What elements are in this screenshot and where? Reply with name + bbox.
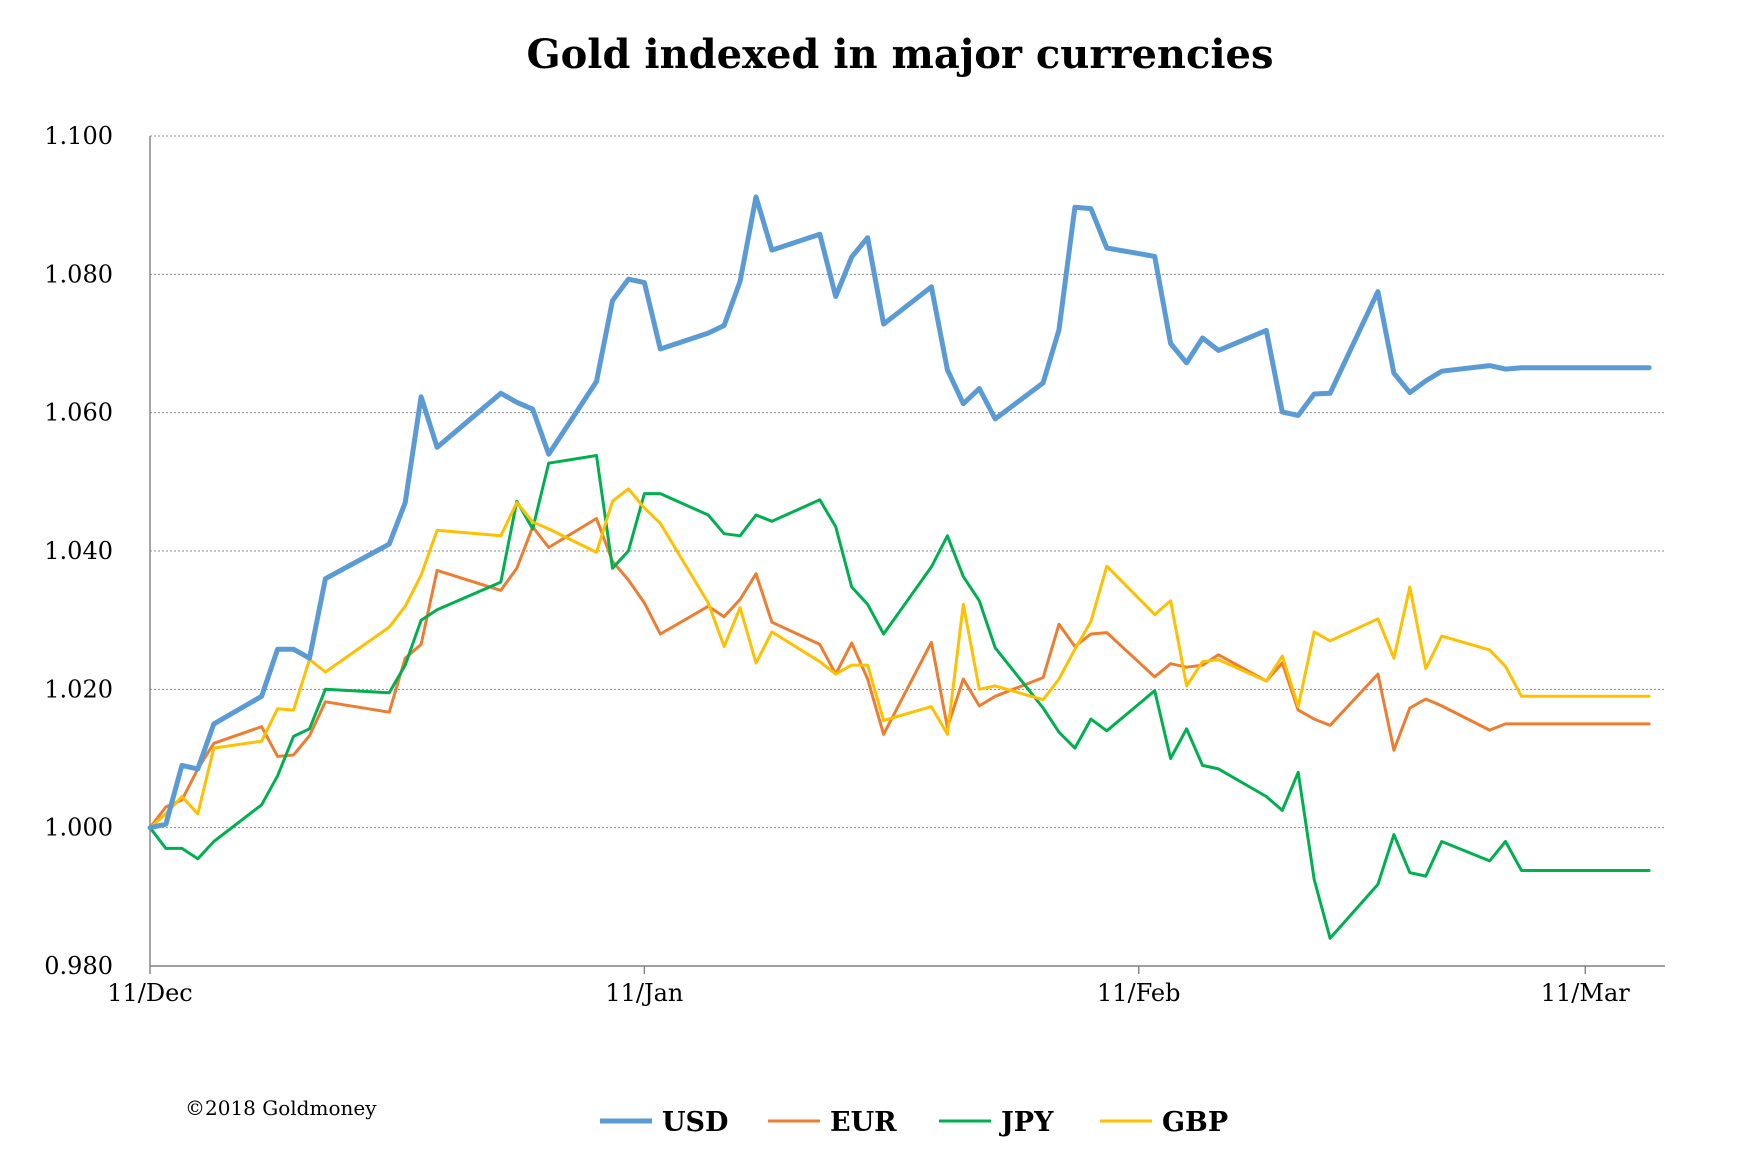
series-line-usd bbox=[147, 194, 1652, 831]
x-tick-label: 11/Mar bbox=[1541, 979, 1631, 1007]
y-tick-label: 1.100 bbox=[44, 122, 113, 150]
y-tick-label: 1.020 bbox=[44, 675, 113, 703]
gridlines bbox=[150, 135, 1665, 829]
y-tick-label: 1.080 bbox=[44, 260, 113, 288]
x-tick-label: 11/Feb bbox=[1097, 979, 1181, 1007]
y-tick-label: 1.000 bbox=[44, 814, 113, 842]
x-axis-ticks: 11/Dec 11/Jan 11/Feb 11/Mar bbox=[107, 966, 1630, 1007]
chart-title: Gold indexed in major currencies bbox=[526, 31, 1273, 78]
legend-label: JPY bbox=[999, 1107, 1054, 1138]
series-line-gbp bbox=[148, 487, 1651, 830]
y-tick-label: 0.980 bbox=[44, 952, 113, 980]
legend-item-jpy: JPY bbox=[939, 1107, 1054, 1138]
y-axis-ticks: 0.980 1.000 1.020 1.040 1.060 1.080 1.100 bbox=[44, 122, 113, 980]
copyright-text: ©2018 Goldmoney bbox=[185, 1096, 377, 1120]
series-line-jpy bbox=[148, 454, 1651, 940]
legend-item-eur: EUR bbox=[768, 1107, 897, 1138]
x-tick-label: 11/Dec bbox=[107, 979, 193, 1007]
y-tick-label: 1.040 bbox=[44, 537, 113, 565]
legend: USD EUR JPY GBP bbox=[600, 1107, 1228, 1138]
legend-label: GBP bbox=[1162, 1107, 1228, 1138]
legend-item-gbp: GBP bbox=[1100, 1107, 1228, 1138]
x-tick-label: 11/Jan bbox=[605, 979, 683, 1007]
series-lines bbox=[147, 194, 1652, 940]
y-tick-label: 1.060 bbox=[44, 399, 113, 427]
series-line-eur bbox=[148, 517, 1651, 830]
legend-item-usd: USD bbox=[600, 1107, 728, 1138]
legend-label: EUR bbox=[830, 1107, 897, 1138]
legend-label: USD bbox=[662, 1107, 728, 1138]
